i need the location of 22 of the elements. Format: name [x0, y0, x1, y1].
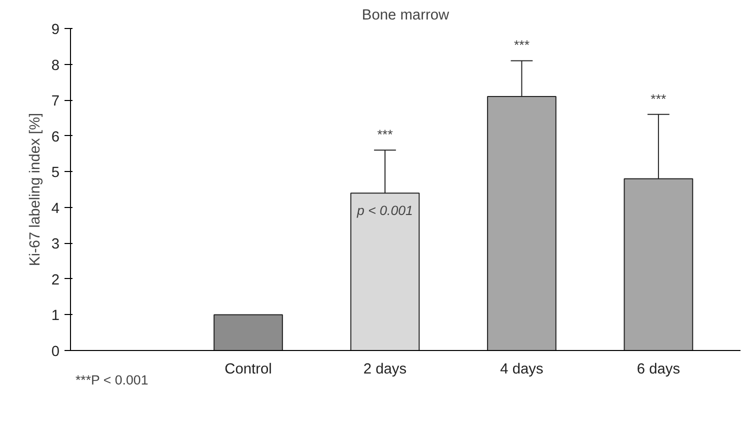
annotation: *** [514, 38, 530, 53]
y-axis-title: Ki-67 labeling index [%] [27, 112, 44, 266]
x-tick-label: 4 days [500, 362, 544, 378]
y-tick-label: 9 [51, 22, 60, 38]
y-tick-label: 6 [51, 129, 60, 146]
text: ***P < 0.001 [76, 372, 148, 388]
y-tick-label: 5 [51, 165, 60, 182]
y-tick-label: 1 [51, 308, 60, 324]
annotation: *** [650, 91, 666, 106]
y-tick-label: 4 [51, 200, 60, 217]
x-tick-label: 2 days [363, 362, 407, 378]
annotation: p < 0.001 [356, 203, 413, 218]
y-tick-label: 0 [51, 344, 60, 360]
annotation: *** [377, 127, 393, 142]
bar [214, 314, 283, 350]
chart-title: Bone marrow [362, 8, 450, 24]
x-tick-label: 6 days [636, 362, 680, 378]
x-tick-label: Control [224, 362, 272, 378]
y-tick-label: 8 [51, 58, 60, 74]
y-tick-label: 7 [51, 94, 60, 110]
y-tick-label: 2 [51, 272, 60, 288]
y-tick-label: 3 [51, 236, 60, 253]
